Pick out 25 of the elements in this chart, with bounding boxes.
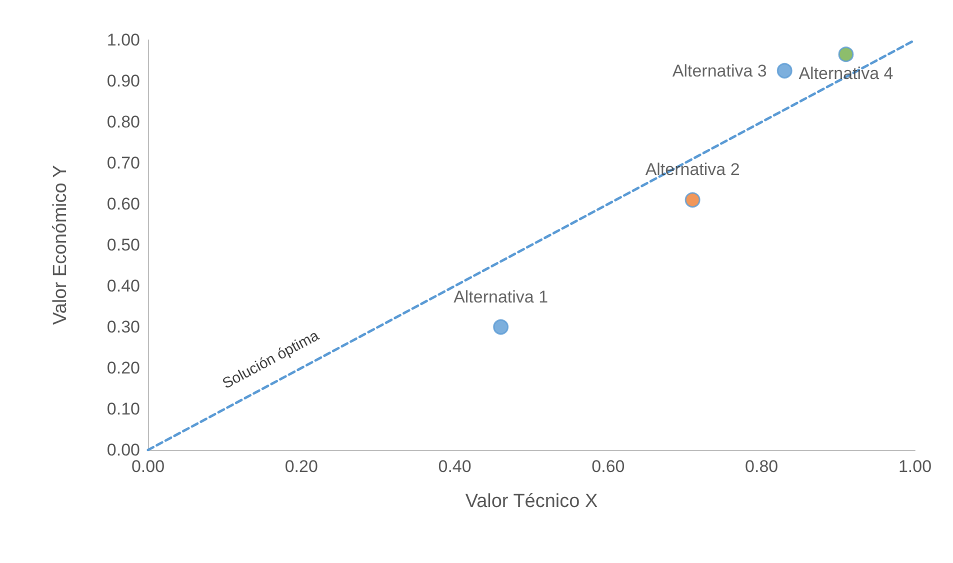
y-tick-label: 0.00 xyxy=(106,440,140,460)
y-tick-label: 0.10 xyxy=(106,400,140,418)
x-tick-label: 0.40 xyxy=(438,457,472,476)
series-label: Alternativa 1 xyxy=(454,287,548,306)
y-tick-label: 1.00 xyxy=(106,30,140,50)
y-tick-label: 0.70 xyxy=(106,154,140,172)
y-tick-label: 0.90 xyxy=(106,72,140,90)
point xyxy=(776,63,792,78)
y-tick-label: 0.50 xyxy=(106,236,140,254)
x-axis-title: Valor Técnico X xyxy=(465,491,598,512)
point xyxy=(838,46,854,62)
x-tick-label: 0.20 xyxy=(284,457,318,476)
x-tick-label: 0.60 xyxy=(592,457,625,476)
y-axis-title: Valor Económico Y xyxy=(50,164,71,325)
x-tick-label: 1.00 xyxy=(898,457,932,476)
y-tick-label: 0.20 xyxy=(106,358,140,378)
series-label: Alternativa 3 xyxy=(672,61,767,80)
point xyxy=(684,192,700,208)
point xyxy=(493,319,509,335)
x-tick-label: 0.00 xyxy=(131,457,165,476)
x-tick-label: 0.80 xyxy=(745,457,778,476)
y-tick-label: 0.30 xyxy=(106,318,140,336)
y-tick-label: 0.40 xyxy=(106,276,140,296)
y-tick-label: 0.80 xyxy=(106,112,140,132)
y-tick-label: 0.60 xyxy=(106,194,140,214)
